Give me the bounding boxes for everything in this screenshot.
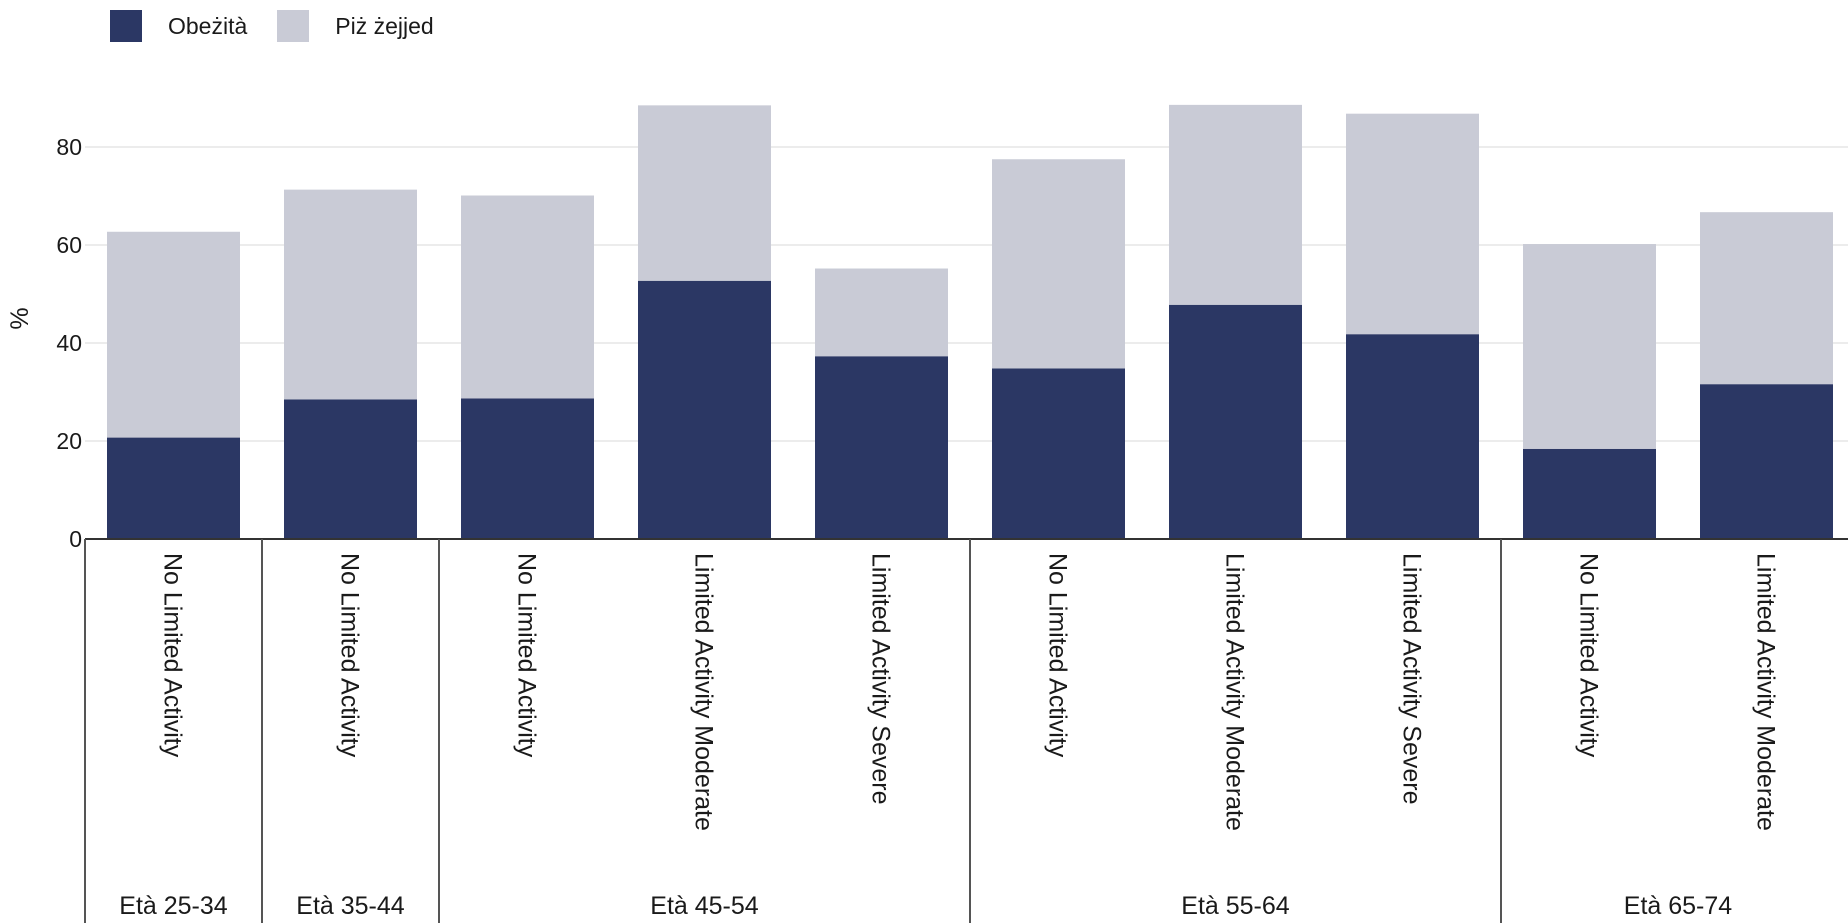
group-label: Età 45-54 xyxy=(650,892,759,920)
bar-obesity[interactable] xyxy=(1169,304,1302,539)
bar-obesity[interactable] xyxy=(815,356,948,539)
bar-overweight[interactable] xyxy=(1700,212,1833,385)
category-label: No Limited Activity xyxy=(1044,553,1072,758)
bar-obesity[interactable] xyxy=(284,399,417,539)
group-label: Età 25-34 xyxy=(119,892,228,920)
bar-overweight[interactable] xyxy=(461,195,594,399)
bar-obesity[interactable] xyxy=(1700,384,1833,539)
y-tick-label: 40 xyxy=(56,330,82,356)
bar-obesity[interactable] xyxy=(107,437,240,539)
legend-item-overweight[interactable]: Piż żejjed xyxy=(277,10,434,42)
y-axis-label: % xyxy=(6,307,34,329)
group-label: Età 35-44 xyxy=(296,892,405,920)
category-label: Limited Activity Severe xyxy=(1398,553,1426,805)
y-tick-label: 80 xyxy=(56,134,82,160)
category-label: Limited Activity Severe xyxy=(867,553,895,805)
bar-overweight[interactable] xyxy=(992,159,1125,369)
axis-labels: 0 20 40 60 80% No Limited Activity No Limited … xyxy=(6,134,1780,920)
bars xyxy=(107,104,1833,539)
bar-obesity[interactable] xyxy=(1523,448,1656,539)
bar-overweight[interactable] xyxy=(1346,113,1479,335)
category-label: No Limited Activity xyxy=(159,553,187,758)
legend: Obeżità Piż żejjed xyxy=(110,10,464,42)
bar-obesity[interactable] xyxy=(992,368,1125,539)
bar-overweight[interactable] xyxy=(1523,244,1656,449)
legend-swatch-obesity xyxy=(110,10,142,42)
category-label: No Limited Activity xyxy=(513,553,541,758)
legend-label-obesity: Obeżità xyxy=(168,12,248,39)
bar-overweight[interactable] xyxy=(107,231,240,438)
bar-overweight[interactable] xyxy=(815,268,948,357)
group-label: Età 65-74 xyxy=(1624,892,1733,920)
category-label: Limited Activity Moderate xyxy=(1752,553,1780,831)
group-label: Età 55-64 xyxy=(1181,892,1290,920)
category-label: Limited Activity Moderate xyxy=(690,553,718,831)
category-label: No Limited Activity xyxy=(1575,553,1603,758)
bar-overweight[interactable] xyxy=(1169,104,1302,305)
legend-swatch-overweight xyxy=(277,10,310,42)
y-tick-label: 60 xyxy=(56,232,82,258)
category-label: No Limited Activity xyxy=(336,553,364,758)
legend-label-overweight: Piż żejjed xyxy=(335,12,434,39)
legend-item-obesity[interactable]: Obeżità xyxy=(110,10,247,42)
y-tick-label: 0 xyxy=(69,526,82,552)
bar-overweight[interactable] xyxy=(284,189,417,400)
bar-obesity[interactable] xyxy=(638,280,771,539)
bar-obesity[interactable] xyxy=(1346,334,1479,539)
axes xyxy=(84,538,1848,923)
category-label: Limited Activity Moderate xyxy=(1221,553,1249,831)
y-tick-label: 20 xyxy=(56,428,82,454)
bar-overweight[interactable] xyxy=(638,105,771,281)
bar-obesity[interactable] xyxy=(461,398,594,539)
